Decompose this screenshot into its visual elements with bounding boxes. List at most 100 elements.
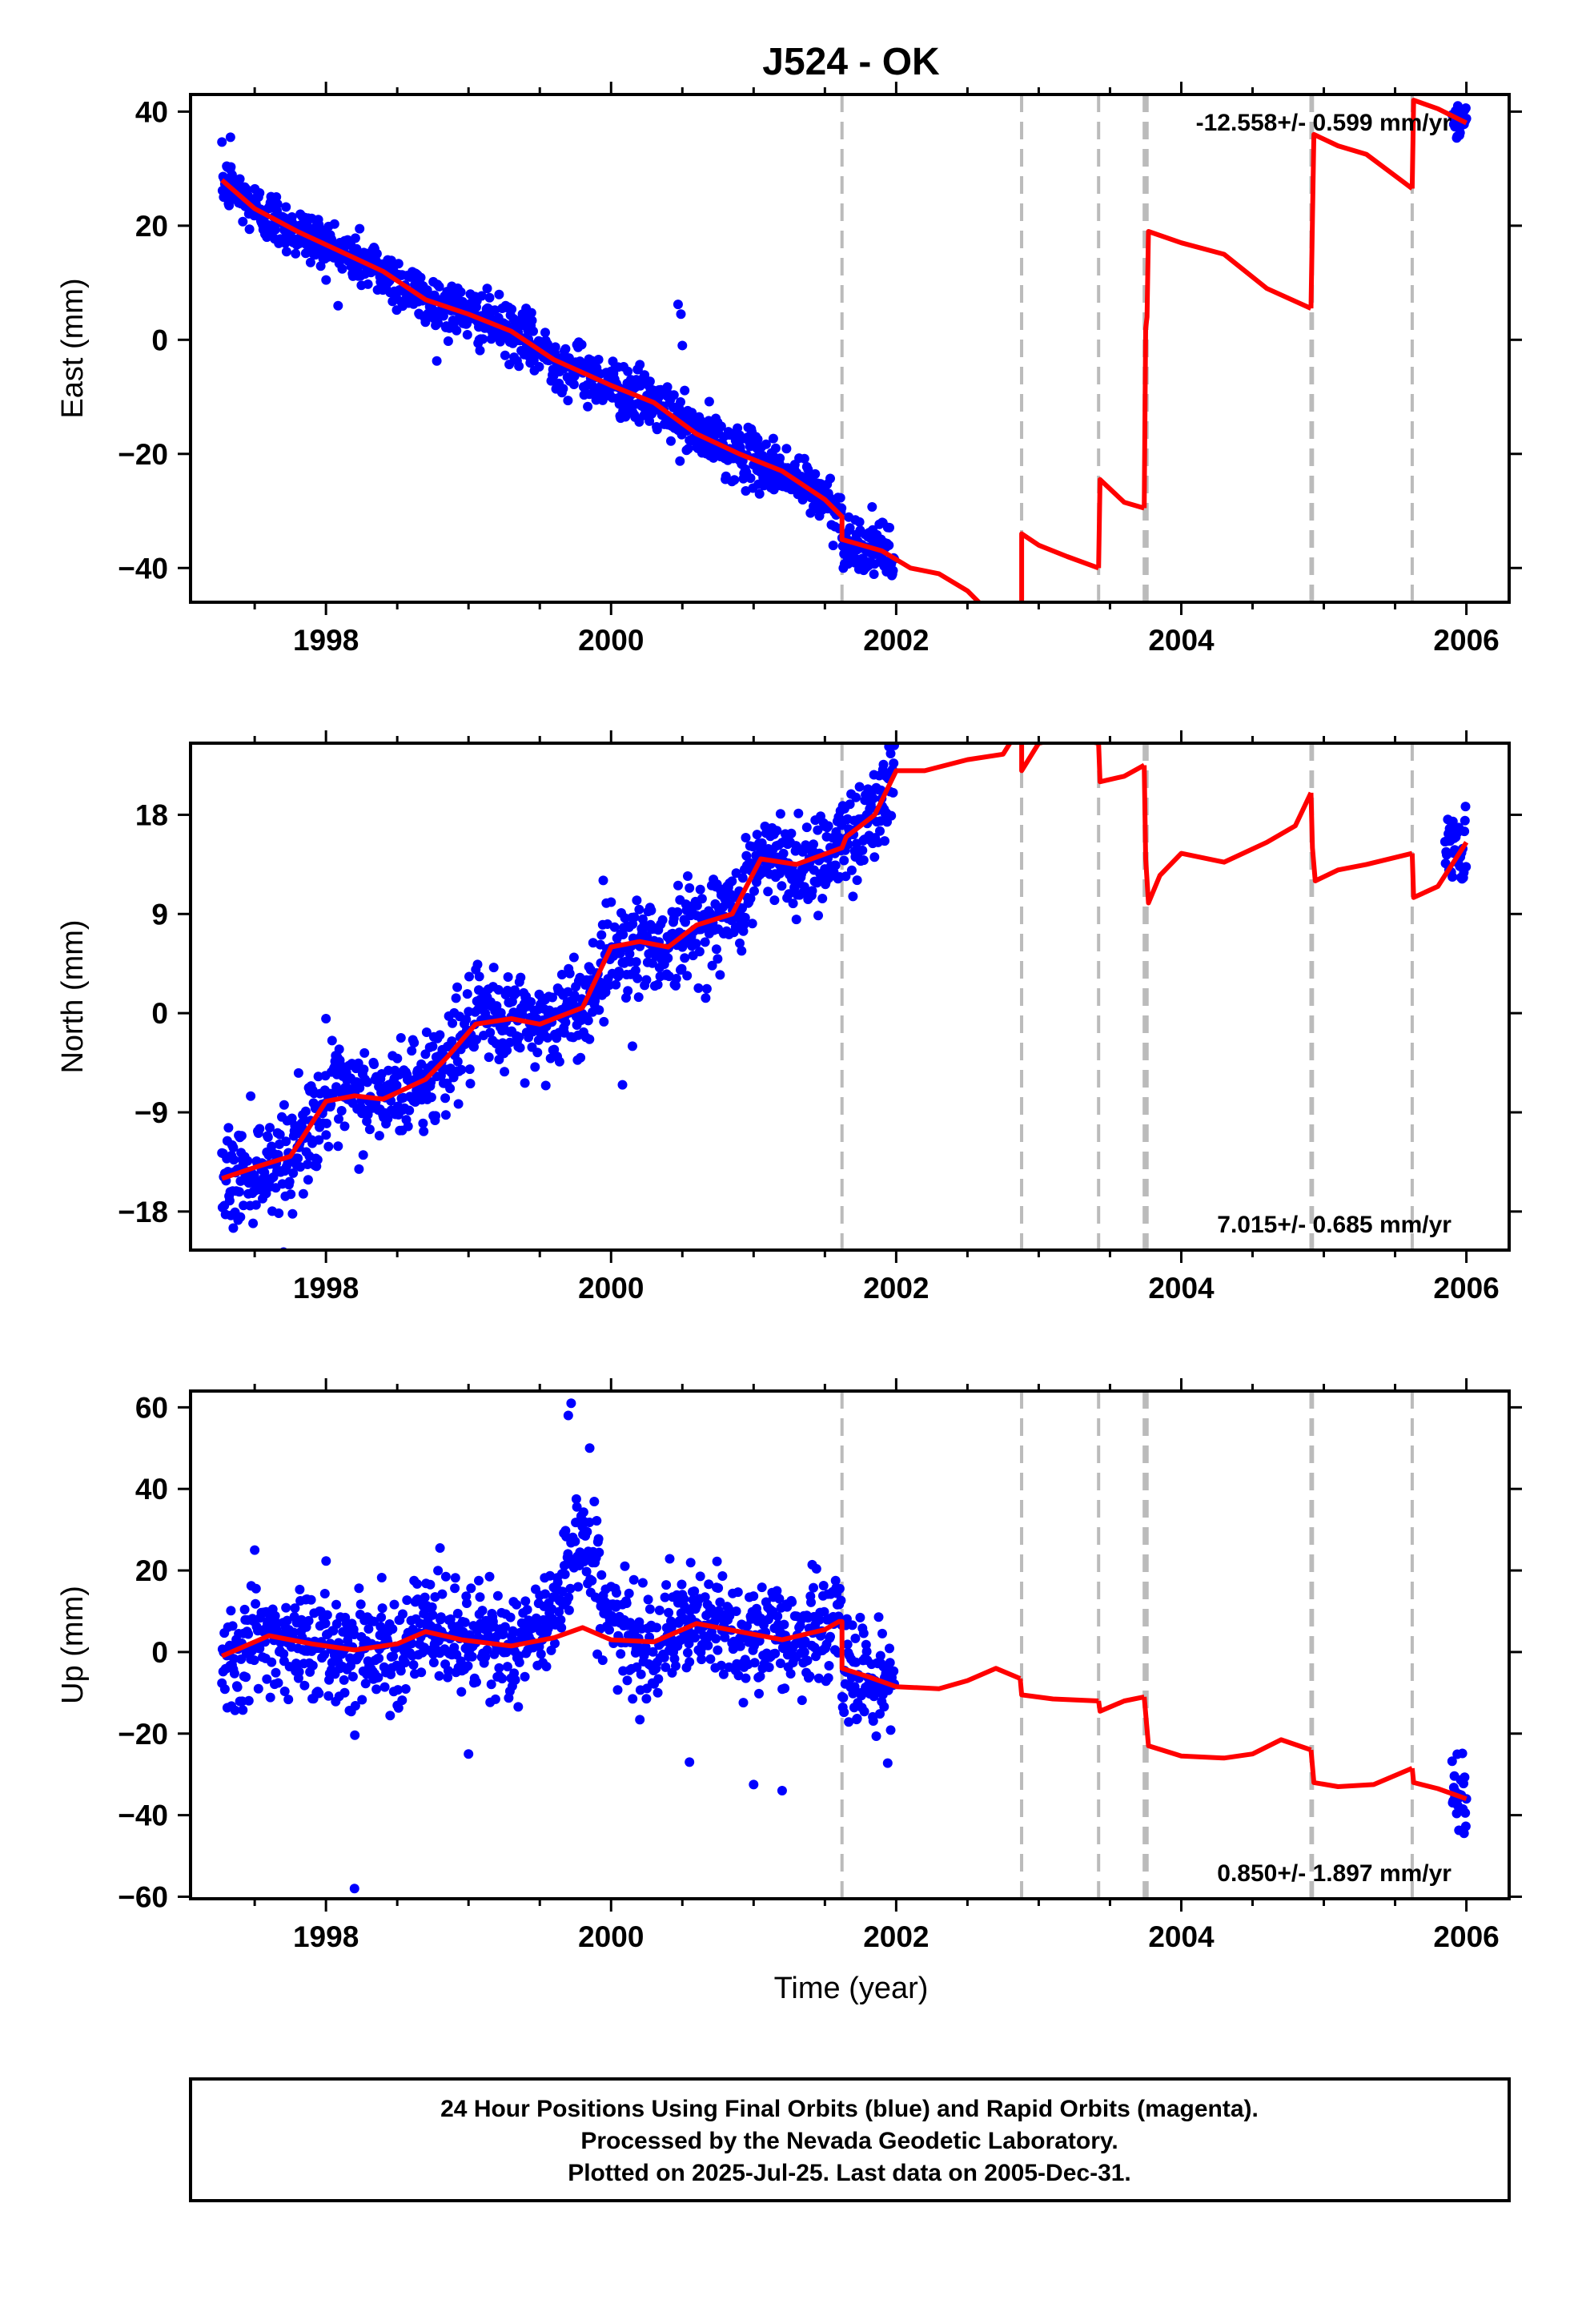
- data-point: [683, 871, 693, 881]
- data-point: [456, 287, 466, 297]
- data-point: [784, 889, 794, 899]
- data-point: [235, 1212, 246, 1222]
- data-point: [801, 822, 812, 833]
- data-point: [676, 397, 685, 407]
- data-point: [752, 830, 762, 840]
- data-point: [321, 1556, 331, 1566]
- data-point: [520, 1078, 530, 1088]
- data-point: [290, 1603, 300, 1614]
- data-point: [350, 1701, 360, 1711]
- data-point: [377, 1603, 387, 1614]
- data-point: [1461, 862, 1472, 872]
- data-point: [597, 1655, 608, 1666]
- data-point: [594, 1547, 604, 1558]
- east-model-line: [220, 178, 982, 602]
- east-plot-area: [217, 94, 1472, 602]
- data-point: [875, 826, 885, 836]
- data-point: [663, 953, 673, 963]
- data-point: [482, 1645, 492, 1655]
- data-point: [871, 1731, 881, 1741]
- up-frame: [189, 1389, 1511, 1900]
- data-point: [507, 304, 517, 315]
- data-point: [857, 845, 868, 855]
- data-point: [435, 1030, 445, 1040]
- data-point: [652, 424, 662, 435]
- data-point: [599, 1016, 609, 1027]
- data-point: [490, 305, 500, 316]
- data-point: [775, 1659, 785, 1668]
- data-point: [557, 1586, 568, 1597]
- data-point: [701, 983, 712, 994]
- data-point: [653, 1674, 664, 1684]
- data-point: [1457, 1748, 1468, 1759]
- data-point: [628, 1574, 639, 1585]
- data-point: [869, 852, 880, 862]
- data-point: [466, 1583, 476, 1594]
- data-point: [286, 1189, 296, 1200]
- data-point: [450, 1583, 460, 1594]
- data-point: [505, 1612, 516, 1622]
- data-point: [225, 132, 235, 143]
- data-point: [500, 350, 510, 360]
- data-point: [526, 997, 536, 1007]
- data-point: [879, 1702, 889, 1712]
- x-axis-label: Time (year): [774, 1972, 929, 2005]
- data-point: [412, 1578, 422, 1589]
- data-point: [578, 1507, 588, 1518]
- data-point: [511, 988, 521, 999]
- data-point: [520, 1596, 531, 1606]
- data-point: [666, 1622, 677, 1633]
- data-point: [685, 883, 695, 893]
- data-point: [772, 1586, 782, 1596]
- data-point: [700, 937, 710, 947]
- data-point: [428, 1658, 439, 1667]
- data-point: [443, 1666, 453, 1676]
- up-model-line: [1018, 1678, 1099, 1703]
- data-point: [530, 1062, 540, 1072]
- data-point: [288, 1168, 299, 1178]
- data-point: [855, 1612, 865, 1622]
- data-point: [312, 1155, 323, 1165]
- data-point: [425, 1579, 436, 1590]
- data-point: [689, 1586, 700, 1596]
- footer-frame: [189, 2077, 1511, 2202]
- data-point: [440, 1110, 451, 1120]
- data-point: [823, 1673, 833, 1683]
- data-point: [731, 1606, 741, 1616]
- data-point: [856, 1691, 866, 1701]
- data-point: [676, 309, 686, 320]
- data-point: [606, 897, 616, 907]
- data-point: [279, 1649, 289, 1659]
- data-point: [249, 1170, 259, 1180]
- data-point: [250, 1545, 260, 1555]
- y-tick-label: 0: [151, 1636, 168, 1669]
- data-point: [516, 972, 526, 983]
- data-point: [582, 1526, 592, 1537]
- data-point: [281, 1136, 291, 1147]
- data-point: [648, 1647, 658, 1657]
- data-point: [334, 1044, 344, 1055]
- data-point: [802, 1655, 813, 1666]
- data-point: [563, 1410, 573, 1421]
- data-point: [465, 1079, 476, 1089]
- data-point: [811, 1564, 821, 1574]
- data-point: [772, 826, 782, 836]
- data-point: [376, 1573, 387, 1582]
- data-point: [282, 1615, 292, 1626]
- data-point: [248, 1218, 259, 1228]
- data-point: [635, 360, 645, 370]
- data-point: [510, 1675, 520, 1685]
- data-point: [243, 1156, 253, 1166]
- data-point: [852, 875, 862, 886]
- y-tick-label: 60: [135, 1391, 168, 1424]
- data-point: [754, 1688, 764, 1699]
- data-point: [434, 1671, 444, 1681]
- data-point: [565, 1583, 576, 1594]
- data-point: [737, 873, 748, 883]
- data-point: [810, 468, 821, 479]
- data-point: [293, 1153, 303, 1164]
- data-point: [500, 1067, 510, 1077]
- data-point: [272, 199, 283, 209]
- data-point: [243, 1629, 254, 1639]
- data-point: [785, 1669, 796, 1679]
